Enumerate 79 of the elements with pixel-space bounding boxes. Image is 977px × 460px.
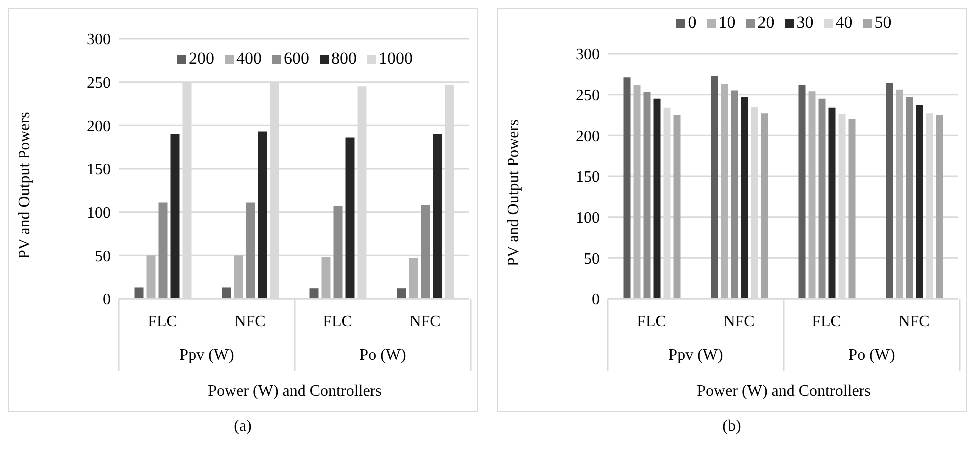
bar (170, 134, 180, 299)
bar (634, 85, 641, 299)
x-axis-title: Power (W) and Controllers (696, 383, 872, 401)
bar (731, 90, 738, 299)
bar (146, 256, 156, 299)
text: (b) (722, 418, 742, 436)
y-tick-label: 150 (576, 169, 600, 186)
x-tick-label: FLC (148, 313, 178, 330)
legend-label: 600 (284, 49, 310, 69)
bar (346, 138, 355, 299)
y-tick-label: 100 (87, 205, 111, 222)
x-tick-label: NFC (410, 313, 441, 330)
y-tick-label: 0 (103, 292, 111, 309)
x-tick-label: NFC (234, 313, 266, 330)
x-axis-title: Power (W) and Controllers (207, 383, 383, 401)
bar (644, 92, 651, 299)
bar (828, 108, 836, 299)
bar (334, 206, 343, 299)
y-tick-label: 150 (87, 162, 111, 179)
text: Ppv (W) (668, 347, 724, 365)
legend-label: 20 (758, 13, 775, 33)
bar (158, 202, 168, 299)
bar (310, 288, 319, 299)
bar (741, 97, 748, 299)
text: Ppv (W) (178, 347, 236, 365)
x-tick-label: FLC (637, 313, 666, 330)
y-axis-title: PV and Output Powers (506, 120, 523, 266)
bar (896, 90, 904, 299)
bar (409, 258, 418, 299)
y-tick-label: 300 (576, 46, 600, 64)
bar (808, 92, 816, 299)
x-tick-label: FLC (812, 313, 842, 330)
bar (761, 114, 768, 299)
text: Po (W) (848, 347, 896, 365)
y-tick-label: 0 (592, 292, 600, 309)
bar (818, 98, 826, 299)
bar (234, 256, 244, 299)
bar (848, 119, 856, 299)
bar (721, 84, 728, 299)
bar (322, 257, 331, 299)
text: Po (W) (358, 347, 408, 365)
bar (624, 78, 631, 299)
y-tick-label: 50 (95, 248, 111, 266)
bar (654, 98, 661, 299)
x-tick-label: NFC (724, 313, 755, 330)
legend-label: 0 (688, 13, 697, 33)
legend-label: 400 (236, 49, 262, 69)
y-tick-label: 50 (584, 250, 600, 268)
y-tick-label: 250 (87, 75, 111, 92)
bar (674, 115, 681, 299)
bar (246, 202, 256, 299)
y-axis-title: PV and Output Powers (16, 112, 34, 259)
bar (258, 132, 268, 299)
legend-label: 40 (836, 13, 853, 33)
bar (421, 205, 430, 299)
bar (711, 76, 718, 299)
y-tick-label: 200 (576, 128, 600, 146)
legend-label: 200 (189, 49, 214, 69)
y-tick-label: 300 (87, 32, 111, 49)
bar (936, 115, 944, 299)
bar (433, 134, 442, 299)
legend-label: 10 (718, 13, 736, 33)
y-tick-label: 200 (87, 118, 111, 136)
bar (222, 288, 232, 299)
legend-label: 800 (332, 49, 357, 69)
legend-label: 1000 (379, 49, 413, 69)
x-tick-label: NFC (898, 313, 930, 330)
bar (134, 288, 144, 299)
x-tick-label: FLC (323, 313, 352, 330)
text: (a) (233, 418, 253, 436)
bar (397, 288, 406, 299)
bar (798, 85, 806, 299)
legend-label: 30 (796, 13, 814, 33)
y-tick-label: 250 (576, 88, 600, 105)
legend-label: 50 (874, 13, 892, 33)
y-tick-label: 100 (576, 210, 600, 228)
bar (886, 83, 894, 299)
bar (916, 105, 924, 299)
bar (906, 97, 914, 299)
